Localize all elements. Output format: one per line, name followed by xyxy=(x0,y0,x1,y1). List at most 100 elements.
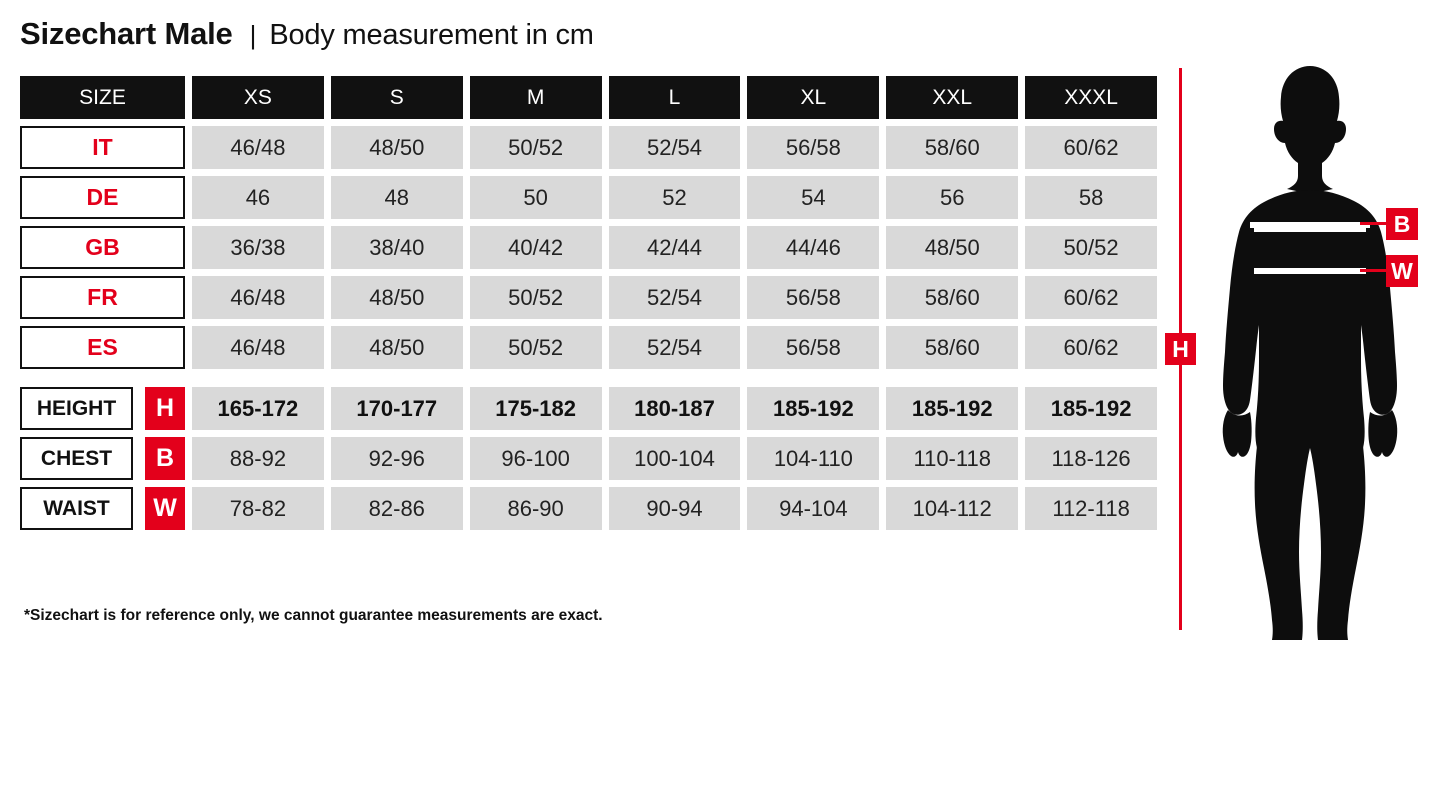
row-cells-chest: 88-92 92-96 96-100 100-104 104-110 110-1… xyxy=(185,437,1158,480)
cell: 185-192 xyxy=(886,387,1019,430)
chest-leader-line xyxy=(1360,222,1387,225)
cell: 48/50 xyxy=(330,126,463,169)
table-header-row: SIZE XS S M L XL XXL XXXL xyxy=(20,76,1158,119)
cell: 92-96 xyxy=(330,437,463,480)
figure-badge-chest: B xyxy=(1386,208,1418,240)
cell: 86-90 xyxy=(469,487,602,530)
cell: 52/54 xyxy=(608,326,741,369)
cell: 185-192 xyxy=(1025,387,1158,430)
cell: 44/46 xyxy=(747,226,880,269)
cell: 58 xyxy=(1025,176,1158,219)
header-cell-xs: XS xyxy=(192,76,324,119)
cell: 56/58 xyxy=(747,276,880,319)
cell: 185-192 xyxy=(747,387,880,430)
cell: 180-187 xyxy=(608,387,741,430)
cell: 90-94 xyxy=(608,487,741,530)
cell: 42/44 xyxy=(608,226,741,269)
row-label-height: HEIGHT H xyxy=(20,387,185,430)
table-row: FR 46/48 48/50 50/52 52/54 56/58 58/60 6… xyxy=(20,276,1158,319)
measure-badge-h: H xyxy=(145,387,185,430)
header-cell-l: L xyxy=(608,76,741,119)
measure-name-waist: WAIST xyxy=(20,487,133,530)
header-cell-m: M xyxy=(469,76,602,119)
row-label-it: IT xyxy=(20,126,185,169)
cell: 48 xyxy=(330,176,463,219)
figure-badge-waist: W xyxy=(1386,255,1418,287)
cell: 52/54 xyxy=(608,126,741,169)
table-row: WAIST W 78-82 82-86 86-90 90-94 94-104 1… xyxy=(20,487,1158,530)
header-cell-xl: XL xyxy=(747,76,880,119)
cell: 96-100 xyxy=(469,437,602,480)
header-cell-xxxl: XXXL xyxy=(1025,76,1158,119)
table-row: HEIGHT H 165-172 170-177 175-182 180-187… xyxy=(20,387,1158,430)
table-row: CHEST B 88-92 92-96 96-100 100-104 104-1… xyxy=(20,437,1158,480)
cell: 78-82 xyxy=(192,487,324,530)
cell: 58/60 xyxy=(886,126,1019,169)
cell: 58/60 xyxy=(886,276,1019,319)
cell: 52/54 xyxy=(608,276,741,319)
page-title: Sizechart Male | Body measurement in cm xyxy=(20,16,594,52)
row-cells-waist: 78-82 82-86 86-90 90-94 94-104 104-112 1… xyxy=(185,487,1158,530)
footnote-text: *Sizechart is for reference only, we can… xyxy=(24,607,603,624)
cell: 104-110 xyxy=(747,437,880,480)
cell: 60/62 xyxy=(1025,326,1158,369)
measure-badge-b: B xyxy=(145,437,185,480)
measure-name-chest: CHEST xyxy=(20,437,133,480)
cell: 112-118 xyxy=(1025,487,1158,530)
row-cells-gb: 36/38 38/40 40/42 42/44 44/46 48/50 50/5… xyxy=(185,226,1158,269)
cell: 56 xyxy=(886,176,1019,219)
title-subtitle: Body measurement in cm xyxy=(269,19,594,51)
cell: 40/42 xyxy=(469,226,602,269)
cell: 36/38 xyxy=(192,226,324,269)
cell: 46/48 xyxy=(192,126,324,169)
cell: 52 xyxy=(608,176,741,219)
cell: 50 xyxy=(469,176,602,219)
cell: 170-177 xyxy=(330,387,463,430)
table-row: IT 46/48 48/50 50/52 52/54 56/58 58/60 6… xyxy=(20,126,1158,169)
row-cells-it: 46/48 48/50 50/52 52/54 56/58 58/60 60/6… xyxy=(185,126,1158,169)
row-label-chest: CHEST B xyxy=(20,437,185,480)
row-cells-fr: 46/48 48/50 50/52 52/54 56/58 58/60 60/6… xyxy=(185,276,1158,319)
header-size-cells: XS S M L XL XXL XXXL xyxy=(185,76,1158,119)
cell: 165-172 xyxy=(192,387,324,430)
row-cells-height: 165-172 170-177 175-182 180-187 185-192 … xyxy=(185,387,1158,430)
row-label-de: DE xyxy=(20,176,185,219)
cell: 175-182 xyxy=(469,387,602,430)
cell: 46/48 xyxy=(192,326,324,369)
cell: 48/50 xyxy=(330,276,463,319)
title-separator: | xyxy=(249,20,257,50)
cell: 60/62 xyxy=(1025,276,1158,319)
cell: 110-118 xyxy=(886,437,1019,480)
cell: 50/52 xyxy=(469,276,602,319)
cell: 54 xyxy=(747,176,880,219)
cell: 48/50 xyxy=(886,226,1019,269)
cell: 56/58 xyxy=(747,326,880,369)
table-row: DE 46 48 50 52 54 56 58 xyxy=(20,176,1158,219)
body-figure: H B W xyxy=(1160,60,1441,640)
waist-leader-line xyxy=(1360,269,1387,272)
cell: 58/60 xyxy=(886,326,1019,369)
cell: 50/52 xyxy=(469,326,602,369)
row-label-waist: WAIST W xyxy=(20,487,185,530)
cell: 88-92 xyxy=(192,437,324,480)
measure-badge-w: W xyxy=(145,487,185,530)
table-row: GB 36/38 38/40 40/42 42/44 44/46 48/50 5… xyxy=(20,226,1158,269)
row-label-fr: FR xyxy=(20,276,185,319)
cell: 118-126 xyxy=(1025,437,1158,480)
cell: 94-104 xyxy=(747,487,880,530)
table-row: ES 46/48 48/50 50/52 52/54 56/58 58/60 6… xyxy=(20,326,1158,369)
row-cells-es: 46/48 48/50 50/52 52/54 56/58 58/60 60/6… xyxy=(185,326,1158,369)
header-cell-xxl: XXL xyxy=(886,76,1019,119)
cell: 56/58 xyxy=(747,126,880,169)
cell: 46 xyxy=(192,176,324,219)
cell: 60/62 xyxy=(1025,126,1158,169)
row-label-es: ES xyxy=(20,326,185,369)
cell: 82-86 xyxy=(330,487,463,530)
row-cells-de: 46 48 50 52 54 56 58 xyxy=(185,176,1158,219)
cell: 104-112 xyxy=(886,487,1019,530)
cell: 100-104 xyxy=(608,437,741,480)
sizechart-table: SIZE XS S M L XL XXL XXXL IT 46/48 48/50… xyxy=(20,76,1158,537)
cell: 46/48 xyxy=(192,276,324,319)
row-label-gb: GB xyxy=(20,226,185,269)
